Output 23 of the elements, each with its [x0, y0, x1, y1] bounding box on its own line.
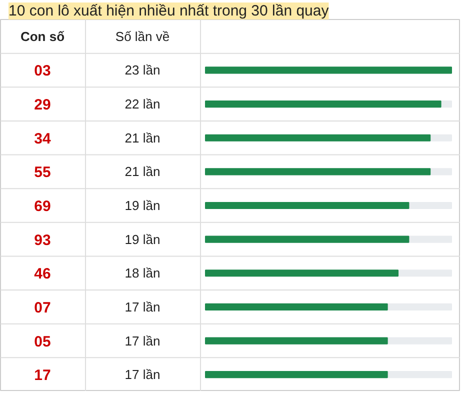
data-label: 22 lần [124, 96, 160, 112]
y-tick-label: 07 [34, 299, 51, 316]
data-label: 18 lần [124, 266, 160, 281]
y-tick-label: 34 [34, 130, 52, 148]
data-label: 17 lần [124, 299, 160, 314]
data-label: 17 lần [124, 333, 160, 348]
x-axis-title: Số lần về [115, 28, 170, 44]
data-label: 21 lần [124, 164, 160, 180]
data-label: 23 lần [124, 62, 160, 78]
y-tick-label: 17 [34, 367, 51, 384]
y-tick-label: 93 [34, 232, 51, 249]
data-label: 19 lần [124, 232, 160, 247]
y-tick-label: 69 [34, 198, 51, 215]
y-tick-label: 03 [34, 62, 51, 80]
chart-title: 10 con lô xuất hiện nhiều nhất trong 30 lần quay [8, 2, 330, 20]
y-tick-label: 05 [34, 333, 51, 350]
y-tick-label: 46 [34, 266, 51, 283]
data-label: 17 lần [124, 367, 160, 382]
y-tick-label: 29 [34, 96, 51, 114]
y-tick-label: 55 [34, 164, 51, 182]
data-label: 19 lần [124, 198, 160, 213]
y-axis-title: Con số [20, 28, 65, 44]
data-label: 21 lần [124, 130, 160, 146]
